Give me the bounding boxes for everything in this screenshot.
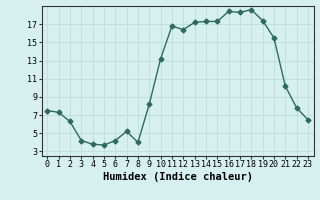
X-axis label: Humidex (Indice chaleur): Humidex (Indice chaleur): [103, 172, 252, 182]
